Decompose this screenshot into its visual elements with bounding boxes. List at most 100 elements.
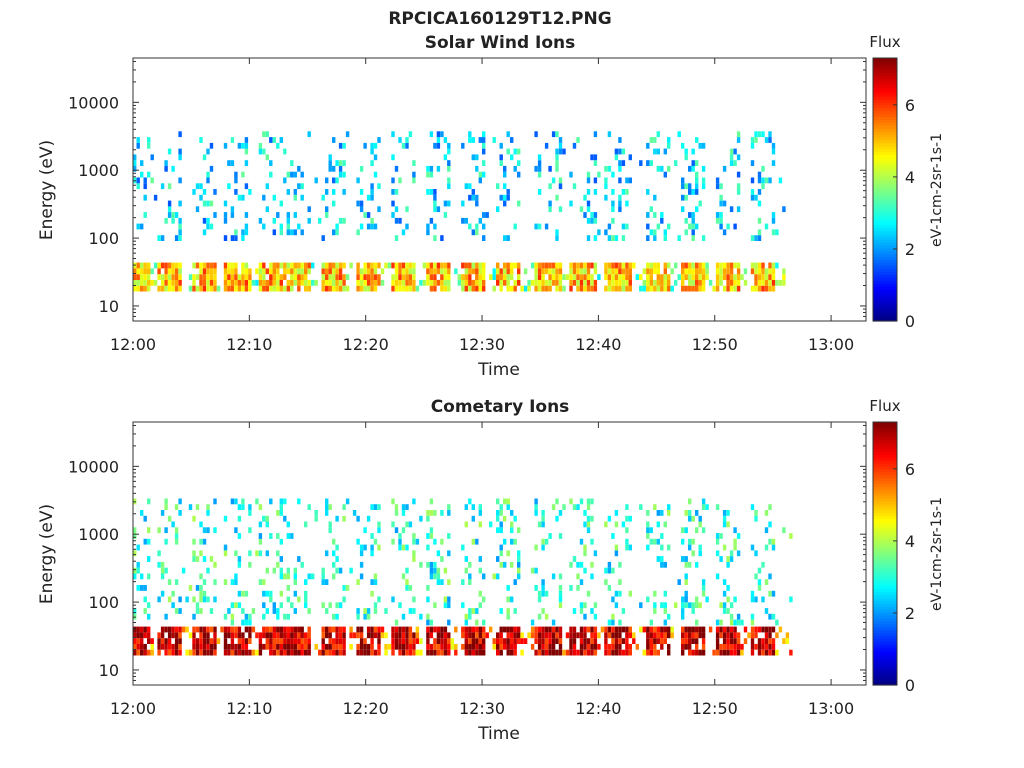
spectrogram-cell: [300, 638, 304, 644]
spectrogram-cell: [283, 285, 287, 292]
spectrogram-cell: [356, 613, 360, 620]
spectrogram-cell: [621, 638, 626, 644]
spectrogram-cell: [272, 567, 276, 574]
spectrogram-cell: [510, 262, 514, 269]
spectrogram-cell: [272, 643, 276, 650]
spectrogram-cell: [332, 274, 336, 280]
spectrogram-cell: [332, 649, 336, 656]
spectrogram-cell: [195, 626, 200, 633]
spectrogram-cell: [555, 194, 559, 201]
spectrogram-cell: [384, 262, 388, 269]
spectrogram-cell: [642, 626, 646, 633]
spectrogram-cell: [426, 632, 430, 639]
spectrogram-cell: [262, 590, 266, 597]
spectrogram-cell: [489, 274, 493, 280]
spectrogram-cell: [607, 223, 612, 230]
spectrogram-cell: [391, 131, 395, 138]
spectrogram-cell: [325, 550, 329, 557]
spectrogram-cell: [429, 131, 434, 138]
spectrogram-cell: [726, 223, 730, 230]
spectrogram-cell: [398, 643, 402, 650]
spectrogram-cell: [209, 638, 214, 644]
spectrogram-cell: [206, 285, 210, 292]
spectrogram-cell: [230, 262, 235, 269]
spectrogram-cell: [604, 274, 608, 280]
spectrogram-cell: [688, 212, 692, 218]
spectrogram-cell: [750, 235, 755, 241]
colorbar-segment: [873, 559, 897, 563]
spectrogram-cell: [719, 223, 723, 230]
spectrogram-cell: [551, 649, 556, 656]
spectrogram-cell: [433, 573, 437, 580]
spectrogram-cell: [408, 649, 413, 656]
spectrogram-cell: [614, 649, 619, 656]
spectrogram-cell: [133, 643, 137, 650]
spectrogram-cell: [576, 274, 580, 280]
spectrogram-cell: [681, 268, 685, 275]
spectrogram-cell: [405, 262, 409, 269]
spectrogram-cell: [558, 142, 563, 149]
axes-box: [132, 421, 867, 686]
spectrogram-cell: [213, 632, 217, 639]
spectrogram-cell: [140, 285, 144, 292]
spectrogram-cell: [478, 504, 482, 510]
spectrogram-cell: [537, 638, 542, 644]
spectrogram-cell: [377, 643, 381, 650]
spectrogram-cell: [199, 643, 203, 650]
spectrogram-cell: [359, 189, 364, 195]
spectrogram-cell: [290, 626, 294, 633]
spectrogram-cell: [447, 279, 451, 286]
spectrogram-cell: [443, 567, 448, 574]
axes-box: [132, 57, 867, 322]
spectrogram-cell: [653, 262, 657, 269]
spectrogram-cell: [223, 613, 228, 620]
spectrogram-cell: [401, 510, 406, 516]
spectrogram-cell: [625, 177, 629, 184]
spectrogram-cell: [293, 608, 297, 614]
spectrogram-cell: [621, 521, 626, 528]
spectrogram-cell: [558, 649, 563, 656]
spectrogram-cell: [586, 171, 591, 178]
spectrogram-cell: [279, 510, 283, 516]
spectrogram-cell: [722, 590, 727, 597]
spectrogram-cell: [691, 550, 695, 557]
spectrogram-cell: [736, 262, 741, 269]
spectrogram-cell: [332, 279, 336, 286]
spectrogram-cell: [517, 567, 521, 574]
spectrogram-cell: [398, 217, 402, 224]
spectrogram-cell: [771, 626, 776, 633]
spectrogram-cell: [426, 638, 430, 644]
spectrogram-cell: [722, 262, 727, 269]
spectrogram-cell: [377, 262, 381, 269]
spectrogram-cell: [241, 285, 245, 292]
spectrogram-cell: [377, 504, 381, 510]
spectrogram-cell: [359, 223, 364, 230]
x-tick-label: 12:10: [226, 335, 272, 354]
spectrogram-cell: [558, 510, 563, 516]
spectrogram-cell: [370, 285, 374, 292]
spectrogram-cell: [436, 649, 441, 656]
spectrogram-cell: [307, 643, 311, 650]
spectrogram-cell: [426, 279, 430, 286]
spectrogram-cell: [743, 626, 748, 633]
spectrogram-cell: [513, 515, 517, 522]
spectrogram-cell: [213, 274, 217, 280]
spectrogram-cell: [604, 194, 608, 201]
spectrogram-cell: [614, 510, 619, 516]
spectrogram-cell: [178, 608, 182, 614]
spectrogram-cell: [391, 626, 395, 633]
colorbar-segment: [873, 503, 897, 508]
spectrogram-cell: [628, 154, 632, 161]
spectrogram-cell: [359, 165, 364, 172]
spectrogram-cell: [209, 649, 214, 656]
spectrogram-cell: [478, 217, 482, 224]
spectrogram-cell: [586, 521, 591, 528]
spectrogram-cell: [202, 579, 207, 585]
spectrogram-cell: [698, 279, 702, 286]
spectrogram-cell: [530, 643, 535, 650]
spectrogram-cell: [192, 274, 196, 280]
colorbar-segment: [873, 644, 897, 648]
spectrogram-cell: [621, 626, 626, 633]
spectrogram-cell: [607, 619, 612, 626]
spectrogram-cell: [520, 632, 524, 639]
